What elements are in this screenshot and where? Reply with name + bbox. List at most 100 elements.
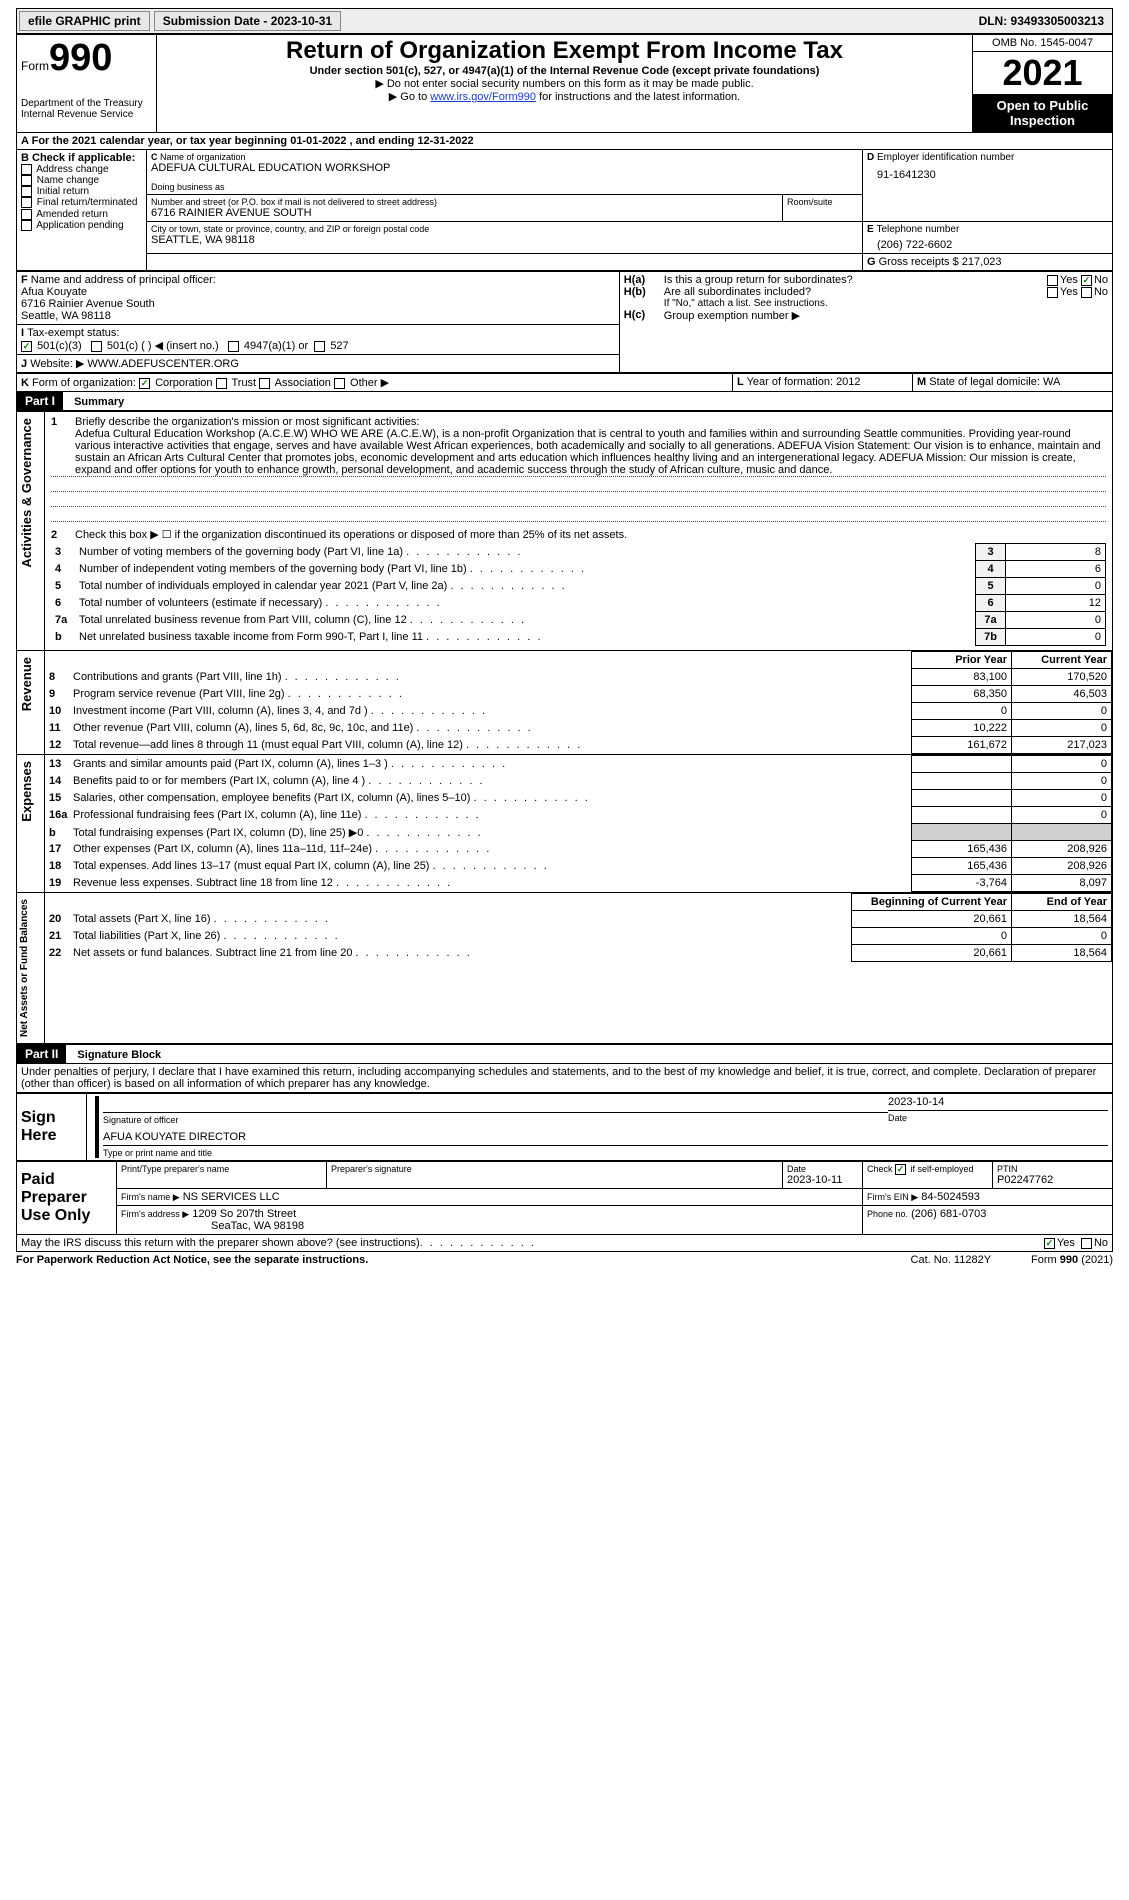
entity-info-table: B Check if applicable: Address change Na… — [16, 149, 1113, 271]
discuss-yes-checkbox[interactable] — [1044, 1238, 1055, 1249]
hb-note: If "No," attach a list. See instructions… — [624, 298, 1108, 309]
i-527-checkbox[interactable] — [314, 341, 325, 352]
open-public-badge: Open to Public Inspection — [973, 94, 1112, 132]
current-value: 0 — [1012, 720, 1112, 737]
b-item-label: Name change — [37, 175, 99, 186]
ptin-label: PTIN — [997, 1164, 1108, 1174]
ha-no-checkbox[interactable] — [1081, 275, 1092, 286]
prior-value: 165,436 — [912, 841, 1012, 858]
prior-value: 161,672 — [912, 737, 1012, 754]
officer-typed-name: AFUA KOUYATE DIRECTOR — [103, 1131, 1108, 1143]
period-line-a: A For the 2021 calendar year, or tax yea… — [16, 133, 1113, 149]
prior-value — [912, 807, 1012, 824]
b-item-label: Final return/terminated — [37, 198, 138, 209]
line-value: 12 — [1006, 595, 1106, 612]
current-value: 0 — [1012, 807, 1112, 824]
b-item-label: Address change — [36, 164, 108, 175]
line-index: 4 — [976, 561, 1006, 578]
declaration-text: Under penalties of perjury, I declare th… — [16, 1064, 1113, 1093]
line-index: 5 — [976, 578, 1006, 595]
prep-name-label: Print/Type preparer's name — [121, 1164, 322, 1174]
org-name: ADEFUA CULTURAL EDUCATION WORKSHOP — [151, 162, 858, 174]
firm-phone-label: Phone no. — [867, 1209, 908, 1219]
submission-date-button[interactable]: Submission Date - 2023-10-31 — [154, 11, 341, 31]
mission-text: Adefua Cultural Education Workshop (A.C.… — [51, 428, 1106, 477]
q1-text: Briefly describe the organization's miss… — [75, 416, 1106, 428]
side-gov-label: Activities & Governance — [17, 412, 36, 574]
line-index: 7b — [976, 629, 1006, 646]
hb-no-checkbox[interactable] — [1081, 287, 1092, 298]
current-value: 217,023 — [1012, 737, 1112, 754]
b-item-checkbox[interactable] — [21, 209, 32, 220]
line-index: 3 — [976, 544, 1006, 561]
omb-no: OMB No. 1545-0047 — [973, 35, 1112, 52]
current-value: 0 — [1012, 773, 1112, 790]
line-value: 0 — [1006, 578, 1106, 595]
firm-name-label: Firm's name ▶ — [121, 1192, 180, 1202]
firm-addr-label: Firm's address ▶ — [121, 1209, 189, 1219]
form-title: Return of Organization Exempt From Incom… — [161, 37, 968, 65]
ssn-warning: Do not enter social security numbers on … — [161, 77, 968, 90]
firm-phone-value: (206) 681-0703 — [911, 1208, 986, 1220]
ha-text: Is this a group return for subordinates? — [664, 274, 1047, 286]
discuss-row: May the IRS discuss this return with the… — [16, 1235, 1113, 1252]
b-item-label: Amended return — [36, 209, 108, 220]
form-number: 990 — [49, 37, 112, 79]
l-value: 2012 — [836, 376, 860, 388]
b-item-checkbox[interactable] — [21, 197, 32, 208]
ptin-value: P02247762 — [997, 1174, 1108, 1186]
discuss-no-checkbox[interactable] — [1081, 1238, 1092, 1249]
sig-officer-label: Signature of officer — [103, 1115, 888, 1125]
prior-value — [912, 790, 1012, 807]
part2-title: Signature Block — [69, 1049, 161, 1061]
i-4947-checkbox[interactable] — [228, 341, 239, 352]
firm-ein-value: 84-5024593 — [921, 1191, 980, 1203]
b-item-checkbox[interactable] — [21, 164, 32, 175]
tax-year: 2021 — [973, 52, 1112, 94]
irs-link[interactable]: www.irs.gov/Form990 — [430, 91, 536, 103]
prep-date-value: 2023-10-11 — [787, 1174, 858, 1186]
hb-yes-checkbox[interactable] — [1047, 287, 1058, 298]
k-trust-checkbox[interactable] — [216, 378, 227, 389]
line-index: 6 — [976, 595, 1006, 612]
k-assoc-checkbox[interactable] — [259, 378, 270, 389]
city-label: City or town, state or province, country… — [151, 224, 858, 234]
b-check-label: B Check if applicable: — [21, 152, 142, 164]
prior-value: 20,661 — [852, 945, 1012, 962]
self-emp-checkbox[interactable] — [895, 1164, 906, 1175]
firm-name-value: NS SERVICES LLC — [183, 1191, 280, 1203]
b-item-label: Application pending — [36, 220, 123, 231]
room-label: Room/suite — [787, 197, 858, 207]
prior-value: 165,436 — [912, 858, 1012, 875]
paperwork-notice: For Paperwork Reduction Act Notice, see … — [16, 1254, 368, 1266]
i-501c-checkbox[interactable] — [91, 341, 102, 352]
current-value: 0 — [1012, 928, 1112, 945]
side-exp-label: Expenses — [17, 755, 36, 828]
irs-label: Internal Revenue Service — [21, 109, 152, 120]
b-item-checkbox[interactable] — [21, 186, 32, 197]
ha-yes-checkbox[interactable] — [1047, 275, 1058, 286]
b-item-checkbox[interactable] — [21, 175, 32, 186]
i-501c3-checkbox[interactable] — [21, 341, 32, 352]
prior-value: 10,222 — [912, 720, 1012, 737]
prep-date-label: Date — [787, 1164, 858, 1174]
b-item-checkbox[interactable] — [21, 220, 32, 231]
website-value: WWW.ADEFUSCENTER.ORG — [87, 358, 239, 370]
gross-label: Gross receipts $ — [879, 256, 959, 268]
sig-date-value: 2023-10-14 — [888, 1096, 1108, 1108]
k-other-checkbox[interactable] — [334, 378, 345, 389]
q2-text: Check this box ▶ ☐ if the organization d… — [75, 528, 1106, 541]
prior-value: 20,661 — [852, 911, 1012, 928]
i-label: Tax-exempt status: — [27, 327, 119, 339]
m-value: WA — [1043, 376, 1060, 388]
sign-here-label: Sign Here — [17, 1094, 87, 1161]
hc-text: Group exemption number ▶ — [664, 309, 800, 322]
ein-value: 91-1641230 — [867, 163, 1108, 181]
line-value: 0 — [1006, 612, 1106, 629]
current-value: 208,926 — [1012, 858, 1112, 875]
efile-print-button[interactable]: efile GRAPHIC print — [19, 11, 150, 31]
signature-table: Sign Here Signature of officer 2023-10-1… — [16, 1093, 1113, 1161]
current-value: 46,503 — [1012, 686, 1112, 703]
k-corp-checkbox[interactable] — [139, 378, 150, 389]
prior-value: 68,350 — [912, 686, 1012, 703]
